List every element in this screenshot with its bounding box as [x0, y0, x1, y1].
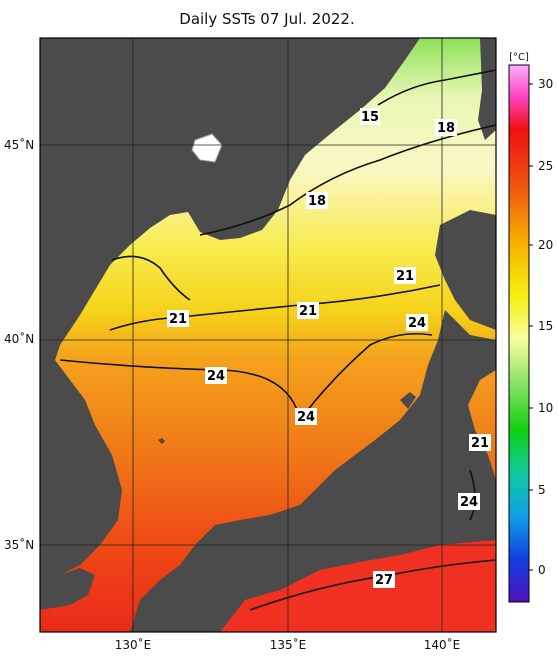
hokkaido: [435, 210, 496, 330]
contour-label: 27: [375, 573, 393, 588]
sado-island: [400, 392, 416, 409]
colorbar-unit: [°C]: [509, 52, 529, 63]
contour-21: [109, 284, 441, 331]
pacific-sea: [220, 540, 496, 632]
contour-label-group: 15 18 18 21 21 21 24 24 24 21 24 27: [167, 108, 491, 588]
mainland-asia: [40, 38, 420, 580]
honshu: [130, 295, 496, 632]
contour-label: 24: [297, 410, 315, 425]
colorbar-tick-label: 15: [538, 319, 554, 333]
colorbar: [508, 64, 530, 603]
longitude-label: 140˚E: [423, 638, 461, 652]
colorbar-tick-label: 25: [538, 159, 554, 173]
contour-18: [199, 124, 496, 236]
contour-label: 21: [396, 269, 414, 284]
colorbar-ticks: [529, 83, 533, 571]
korea-south-coast: [40, 568, 95, 610]
sakhalin: [478, 38, 496, 140]
contour-label: 24: [460, 495, 478, 510]
colorbar-tick-label: 20: [538, 238, 554, 252]
latitude-label: 40˚N: [4, 332, 35, 346]
contour-label: 21: [169, 312, 187, 327]
latitude-label: 45˚N: [4, 138, 35, 152]
contour-15: [377, 69, 496, 106]
longitude-label: 130˚E: [114, 638, 152, 652]
contour-label: 18: [437, 121, 455, 136]
contour-label: 21: [299, 304, 317, 319]
contour-21-north: [111, 255, 191, 301]
colorbar-tick-label: 5: [538, 483, 546, 497]
longitude-label: 135˚E: [269, 638, 307, 652]
contour-label: 21: [471, 436, 489, 451]
lake: [191, 133, 223, 163]
colorbar-tick-label: 0: [538, 563, 546, 577]
contour-label: 15: [361, 110, 379, 125]
latitude-label: 35˚N: [4, 538, 35, 552]
map-frame: [39, 37, 497, 633]
small-island: [158, 438, 165, 444]
colorbar-tick-label: 30: [538, 77, 554, 91]
grid-lines: [40, 38, 496, 632]
contour-label: 24: [408, 316, 426, 331]
map-title: Daily SSTs 07 Jul. 2022.: [179, 10, 355, 28]
contour-label: 24: [207, 369, 225, 384]
land-masses: [40, 38, 496, 632]
contour-label: 18: [308, 194, 326, 209]
colorbar-tick-label: 10: [538, 401, 554, 415]
